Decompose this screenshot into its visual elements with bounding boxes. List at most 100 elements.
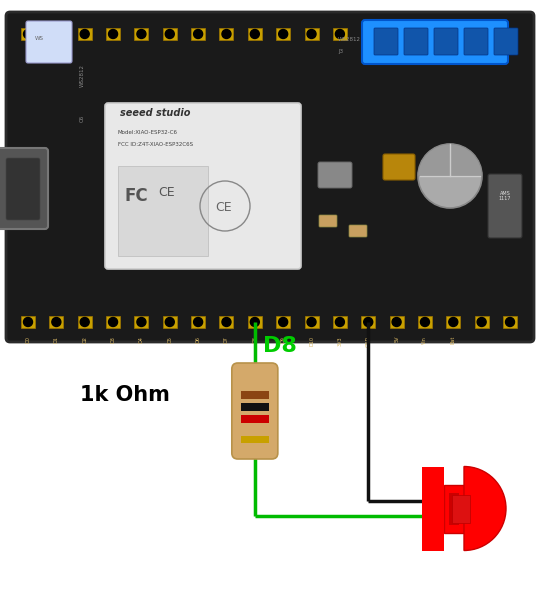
Bar xyxy=(305,28,319,40)
Text: D2: D2 xyxy=(82,336,87,343)
Bar xyxy=(444,485,464,532)
Bar xyxy=(361,28,375,40)
Bar xyxy=(241,415,269,423)
Bar xyxy=(163,316,177,328)
Circle shape xyxy=(109,318,117,327)
Text: seeed studio: seeed studio xyxy=(120,108,191,118)
Bar xyxy=(135,316,148,328)
Circle shape xyxy=(222,318,231,327)
FancyBboxPatch shape xyxy=(434,28,458,55)
Circle shape xyxy=(307,29,316,39)
Circle shape xyxy=(420,29,429,39)
Circle shape xyxy=(477,318,486,327)
Text: D0: D0 xyxy=(25,336,30,343)
Circle shape xyxy=(109,29,117,39)
Text: D5: D5 xyxy=(167,336,172,343)
Circle shape xyxy=(449,29,458,39)
Bar xyxy=(191,316,205,328)
Circle shape xyxy=(418,144,482,208)
Bar xyxy=(475,316,489,328)
Bar xyxy=(276,316,290,328)
Text: D10: D10 xyxy=(309,336,314,346)
Circle shape xyxy=(193,318,203,327)
Circle shape xyxy=(335,318,345,327)
Text: D9: D9 xyxy=(281,336,286,343)
Circle shape xyxy=(279,318,288,327)
Bar xyxy=(389,316,403,328)
Text: 3V3: 3V3 xyxy=(337,336,342,346)
Circle shape xyxy=(420,318,429,327)
FancyBboxPatch shape xyxy=(494,28,518,55)
Bar xyxy=(276,28,290,40)
FancyBboxPatch shape xyxy=(319,215,337,227)
Text: Vin: Vin xyxy=(423,336,428,344)
Bar xyxy=(361,316,375,328)
Bar xyxy=(422,467,444,551)
Bar xyxy=(248,28,262,40)
FancyBboxPatch shape xyxy=(404,28,428,55)
Text: FCC ID:Z4T-XIAO-ESP32C6S: FCC ID:Z4T-XIAO-ESP32C6S xyxy=(118,142,193,147)
Circle shape xyxy=(392,29,401,39)
Circle shape xyxy=(364,29,373,39)
Bar xyxy=(49,28,63,40)
FancyBboxPatch shape xyxy=(26,21,72,63)
Bar xyxy=(163,28,177,40)
Circle shape xyxy=(222,29,231,39)
Bar xyxy=(452,495,470,523)
FancyBboxPatch shape xyxy=(374,28,398,55)
FancyBboxPatch shape xyxy=(362,20,508,64)
Bar xyxy=(21,316,35,328)
Text: C6: C6 xyxy=(80,115,85,122)
Bar xyxy=(333,28,347,40)
Bar xyxy=(219,28,233,40)
Bar xyxy=(447,28,460,40)
Circle shape xyxy=(165,318,175,327)
Circle shape xyxy=(80,318,89,327)
Circle shape xyxy=(505,318,515,327)
Bar xyxy=(241,436,269,443)
Circle shape xyxy=(80,29,89,39)
Circle shape xyxy=(307,318,316,327)
Circle shape xyxy=(23,318,33,327)
FancyBboxPatch shape xyxy=(6,158,40,220)
Bar xyxy=(449,492,459,524)
Bar xyxy=(78,316,92,328)
Text: CE: CE xyxy=(215,201,232,214)
Text: D7: D7 xyxy=(224,336,229,343)
FancyBboxPatch shape xyxy=(383,154,415,180)
Text: D8: D8 xyxy=(263,336,297,356)
Circle shape xyxy=(335,29,345,39)
Text: WS2812: WS2812 xyxy=(80,64,85,87)
Bar xyxy=(78,28,92,40)
Circle shape xyxy=(250,318,259,327)
Text: GND: GND xyxy=(366,336,371,347)
Bar xyxy=(418,316,432,328)
Text: D1: D1 xyxy=(54,336,59,343)
Bar xyxy=(191,28,205,40)
Circle shape xyxy=(477,29,486,39)
Bar xyxy=(241,403,269,411)
Text: D3: D3 xyxy=(111,336,116,343)
Circle shape xyxy=(250,29,259,39)
Text: WS2812: WS2812 xyxy=(338,37,361,42)
Bar xyxy=(219,316,233,328)
Circle shape xyxy=(137,318,146,327)
FancyBboxPatch shape xyxy=(232,363,278,459)
Circle shape xyxy=(364,318,373,327)
Bar xyxy=(333,316,347,328)
FancyBboxPatch shape xyxy=(488,174,522,238)
Bar xyxy=(447,316,460,328)
Bar xyxy=(248,316,262,328)
Text: Bat: Bat xyxy=(451,336,456,344)
Text: Model:XIAO-ESP32-C6: Model:XIAO-ESP32-C6 xyxy=(118,130,178,135)
Bar xyxy=(475,28,489,40)
Bar xyxy=(135,28,148,40)
Text: D8: D8 xyxy=(252,336,257,343)
Bar xyxy=(241,391,269,399)
Bar xyxy=(106,316,120,328)
Circle shape xyxy=(23,29,33,39)
Bar xyxy=(21,28,35,40)
Bar xyxy=(305,316,319,328)
Circle shape xyxy=(279,29,288,39)
Wedge shape xyxy=(464,467,506,551)
